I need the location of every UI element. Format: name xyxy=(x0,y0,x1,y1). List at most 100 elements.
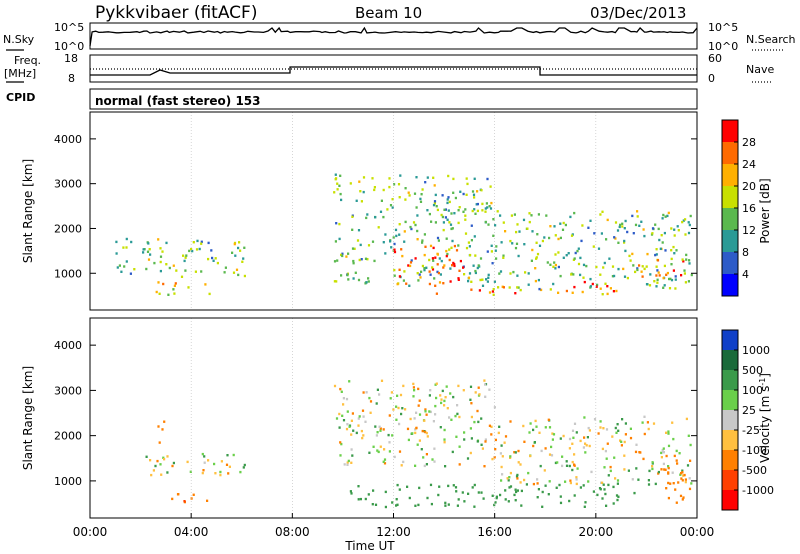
echo-cell xyxy=(189,470,192,473)
echo-cell xyxy=(675,249,678,252)
echo-cell xyxy=(492,288,495,291)
echo-cell xyxy=(527,283,530,286)
echo-cell xyxy=(528,431,531,434)
echo-cell xyxy=(636,215,639,218)
echo-cell xyxy=(364,420,367,423)
echo-cell xyxy=(606,285,609,288)
echo-cell xyxy=(469,385,473,388)
echo-cell xyxy=(401,254,404,258)
echo-cell xyxy=(473,177,476,180)
echo-cell xyxy=(546,261,549,264)
echo-cell xyxy=(600,232,603,235)
echo-cell xyxy=(500,479,503,482)
echo-cell xyxy=(501,473,504,476)
echo-cell xyxy=(456,404,459,407)
echo-cell xyxy=(382,188,385,192)
echo-cell xyxy=(452,261,455,265)
echo-cell xyxy=(357,485,360,488)
echo-cell xyxy=(688,262,691,265)
echo-cell xyxy=(526,227,529,230)
echo-cell xyxy=(444,396,447,399)
echo-cell xyxy=(641,265,644,268)
echo-cell xyxy=(375,434,378,437)
echo-cell xyxy=(116,266,119,269)
echo-cell xyxy=(391,198,394,201)
echo-cell xyxy=(488,424,491,427)
echo-cell xyxy=(568,499,571,503)
echo-cell xyxy=(123,265,126,268)
echo-cell xyxy=(376,431,379,434)
echo-cell xyxy=(361,409,365,412)
echo-cell xyxy=(435,396,438,400)
echo-cell xyxy=(577,247,580,250)
echo-cell xyxy=(685,253,688,257)
echo-cell xyxy=(523,243,526,246)
echo-cell xyxy=(423,419,426,422)
echo-cell xyxy=(568,447,571,450)
echo-cell xyxy=(466,457,470,460)
echo-cell xyxy=(643,234,646,238)
echo-cell xyxy=(413,192,417,195)
echo-cell xyxy=(559,437,562,440)
echo-cell xyxy=(393,250,397,254)
echo-cell xyxy=(415,176,418,179)
echo-cell xyxy=(591,282,594,286)
echo-cell xyxy=(335,177,338,180)
echo-cell xyxy=(648,284,652,287)
date-title: 03/Dec/2013 xyxy=(590,4,686,22)
echo-cell xyxy=(390,391,393,394)
echo-cell xyxy=(398,488,401,491)
echo-cell xyxy=(434,221,437,224)
echo-cell xyxy=(545,214,548,217)
echo-cell xyxy=(435,292,438,295)
echo-cell xyxy=(238,241,241,244)
echo-cell xyxy=(660,456,663,459)
echo-cell xyxy=(418,413,422,416)
echo-cell xyxy=(416,443,419,446)
echo-cell xyxy=(351,228,354,231)
echo-cell xyxy=(220,460,223,463)
echo-cell xyxy=(406,427,410,431)
echo-cell xyxy=(471,190,475,193)
echo-cell xyxy=(491,290,494,293)
echo-cell xyxy=(425,413,428,416)
echo-cell xyxy=(172,461,175,465)
echo-cell xyxy=(607,474,610,477)
echo-cell xyxy=(497,431,500,435)
echo-cell xyxy=(484,207,487,210)
echo-cell xyxy=(663,468,666,471)
echo-cell xyxy=(675,501,678,504)
echo-cell xyxy=(535,257,538,260)
echo-cell xyxy=(192,493,195,496)
echo-cell xyxy=(211,256,214,260)
echo-cell xyxy=(509,420,512,423)
echo-cell xyxy=(430,502,433,506)
echo-cell xyxy=(393,274,396,277)
echo-cell xyxy=(682,474,685,477)
echo-cell xyxy=(688,477,691,480)
echo-cell xyxy=(415,206,418,209)
echo-cell xyxy=(350,433,353,436)
echo-cell xyxy=(631,478,634,481)
echo-cell xyxy=(443,441,446,444)
echo-cell xyxy=(688,223,691,227)
echo-cell xyxy=(642,228,645,231)
echo-cell xyxy=(514,488,517,491)
echo-cell xyxy=(243,274,246,278)
echo-cell xyxy=(536,482,539,485)
echo-cell xyxy=(231,251,234,254)
echo-cell xyxy=(571,291,574,294)
echo-cell xyxy=(570,234,574,237)
echo-cell xyxy=(587,226,590,229)
echo-cell xyxy=(499,452,502,455)
echo-cell xyxy=(581,290,584,294)
echo-cell xyxy=(190,497,193,500)
echo-cell xyxy=(585,444,588,447)
echo-cell xyxy=(433,200,437,203)
echo-cell xyxy=(514,451,517,454)
echo-cell xyxy=(654,482,657,486)
echo-cell xyxy=(443,399,446,403)
echo-cell xyxy=(161,428,164,431)
echo-cell xyxy=(470,415,473,419)
